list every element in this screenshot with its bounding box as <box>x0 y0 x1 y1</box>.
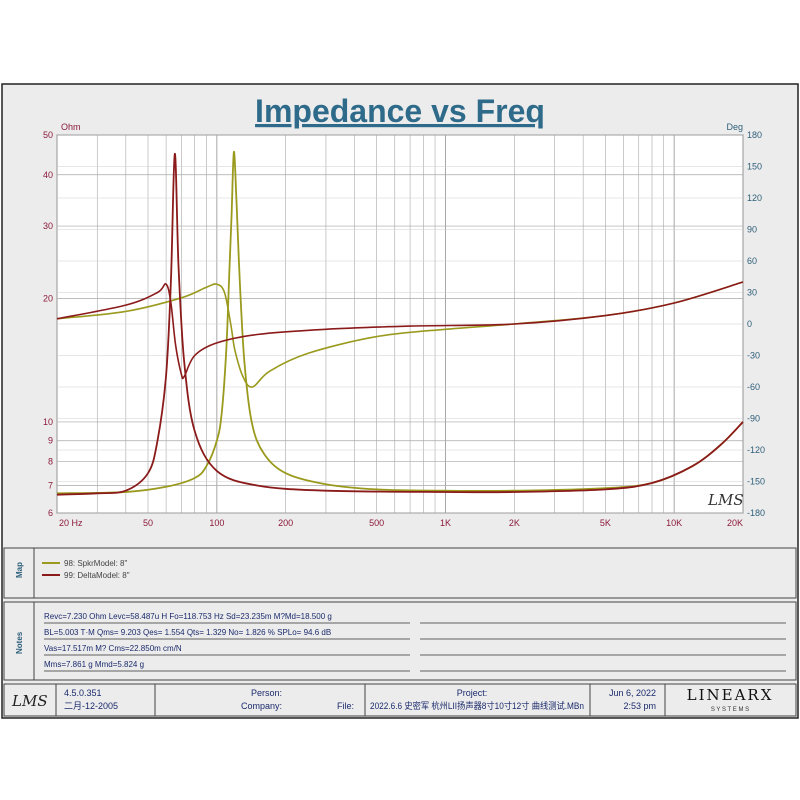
x-tick-label: 20K <box>727 518 743 528</box>
left-tick-label: 50 <box>43 130 53 140</box>
footer-company-label: Company: <box>241 701 282 711</box>
footer-file-label: File: <box>337 701 354 711</box>
notes-side-tab <box>3 601 35 681</box>
footer-version: 4.5.0.351 <box>64 688 102 698</box>
legend-entry-series2: 99: DeltaModel: 8" <box>64 571 130 580</box>
left-axis-ticks: 6 7 8 9 10 20 30 40 50 <box>43 130 53 518</box>
notes-line-2: BL=5.003 T·M Qms= 9.203 Qes= 1.554 Qts= … <box>44 628 331 637</box>
right-tick-label: -30 <box>747 351 760 361</box>
notes-line-1: Revc=7.230 Ohm Levc=58.487u H Fo=118.753… <box>44 612 332 621</box>
left-tick-label: 8 <box>48 457 53 467</box>
right-tick-label: 30 <box>747 288 757 298</box>
linearx-brand-sub: S Y S T E M S <box>711 707 749 713</box>
x-axis-ticks: 20 Hz 50 100 200 500 1K 2K 5K 10K 20K <box>59 518 743 528</box>
right-tick-label: 120 <box>747 193 762 203</box>
report-svg: Impedance vs Freq Ohm Deg 20 Hz 50 100 200 5… <box>1 83 799 719</box>
right-tick-label: 0 <box>747 319 752 329</box>
right-axis-ticks: 180 150 120 90 60 30 0 -30 -60 -90 -120 -150 -180 <box>747 130 765 518</box>
linearx-brand: LINEARX <box>687 686 774 704</box>
legend-entry-series1: 98: SpkrModel: 8" <box>64 559 127 568</box>
lms-report-frame: Impedance vs Freq Ohm Deg 20 Hz 50 100 200 5… <box>0 82 800 720</box>
notes-panel <box>33 601 797 681</box>
footer-date: Jun 6, 2022 <box>609 688 656 698</box>
footer-lms-logo: LMS <box>11 692 48 710</box>
right-tick-label: -180 <box>747 508 765 518</box>
left-axis-unit: Ohm <box>61 122 81 132</box>
right-axis-unit: Deg <box>726 122 743 132</box>
x-tick-label: 5K <box>600 518 611 528</box>
plot-lms-logo: LMS <box>707 491 744 509</box>
phase-curve-series2 <box>56 281 744 380</box>
right-tick-label: -90 <box>747 414 760 424</box>
notes-line-3: Vas=17.517m M? Cms=22.850m cm/N <box>44 644 182 653</box>
left-tick-label: 30 <box>43 221 53 231</box>
map-label: Map <box>15 562 24 578</box>
footer-time: 2:53 pm <box>623 701 656 711</box>
left-tick-label: 20 <box>43 293 53 303</box>
x-tick-label: 100 <box>209 518 224 528</box>
left-tick-label: 10 <box>43 417 53 427</box>
footer-project-label: Project: <box>457 688 488 698</box>
x-tick-label: 500 <box>369 518 384 528</box>
footer-build-date: 二月-12-2005 <box>64 701 118 711</box>
right-tick-label: 90 <box>747 225 757 235</box>
left-tick-label: 40 <box>43 170 53 180</box>
footer-file-value: 2022.6.6 史密军 杭州LII扬声器8寸10寸12寸 曲线测试.MBn <box>370 700 584 711</box>
x-tick-label: 50 <box>143 518 153 528</box>
impedance-curve-series1 <box>56 150 744 495</box>
left-tick-label: 9 <box>48 436 53 446</box>
map-side-tab <box>3 547 35 599</box>
right-tick-label: -120 <box>747 445 765 455</box>
legend-panel <box>33 547 797 599</box>
right-tick-label: 150 <box>747 162 762 172</box>
x-tick-label: 200 <box>278 518 293 528</box>
x-tick-label: 10K <box>666 518 682 528</box>
right-tick-label: -60 <box>747 382 760 392</box>
curves <box>56 150 744 496</box>
notes-line-4: Mms=7.861 g Mmd=5.824 g <box>44 660 144 669</box>
right-tick-label: 60 <box>747 256 757 266</box>
footer-person-label: Person: <box>251 688 282 698</box>
right-tick-label: 180 <box>747 130 762 140</box>
footer-panel <box>3 683 797 717</box>
right-tick-label: -150 <box>747 477 765 487</box>
notes-label: Notes <box>15 631 24 654</box>
left-tick-label: 6 <box>48 508 53 518</box>
x-tick-label: 20 Hz <box>59 518 83 528</box>
chart-title: Impedance vs Freq <box>255 93 545 129</box>
impedance-curve-series2 <box>56 152 744 496</box>
left-tick-label: 7 <box>48 481 53 491</box>
x-tick-label: 1K <box>440 518 451 528</box>
x-tick-label: 2K <box>509 518 520 528</box>
